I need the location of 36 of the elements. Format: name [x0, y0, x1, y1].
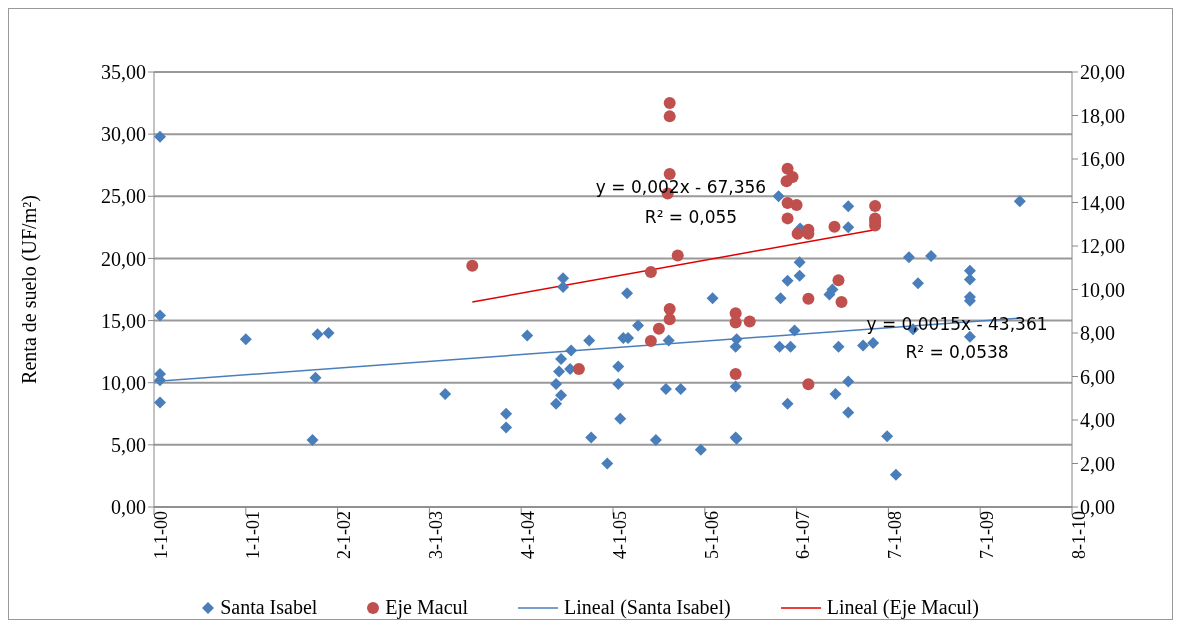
- x-tick-label: 5-1-06: [701, 511, 722, 559]
- y-tick-label: 0,00: [111, 496, 146, 519]
- annotation: R² = 0,0538: [905, 342, 1009, 362]
- annotation: R² = 0,055: [644, 207, 738, 227]
- legend-label: Eje Macul: [385, 596, 469, 619]
- y2-tick-label: 20,00: [1080, 61, 1125, 84]
- x-tick-label: 3-1-03: [426, 511, 447, 559]
- y-tick-label: 25,00: [101, 185, 146, 208]
- x-tick-label: 6-1-07: [793, 511, 814, 559]
- x-tick-label: 1-1-00: [150, 511, 171, 559]
- y-tick-label: 5,00: [111, 433, 146, 456]
- y2-tick-label: 8,00: [1080, 322, 1115, 345]
- y-tick-label: 30,00: [101, 123, 146, 146]
- y2-tick-label: 10,00: [1080, 278, 1125, 301]
- y-tick-label: 10,00: [101, 371, 146, 394]
- y2-tick-label: 2,00: [1080, 452, 1115, 475]
- annotation: y = 0,002x - 67,356: [595, 177, 767, 197]
- y2-tick-label: 4,00: [1080, 409, 1115, 432]
- y-tick-label: 15,00: [101, 309, 146, 332]
- y2-tick-label: 14,00: [1080, 191, 1125, 214]
- y-axis-title: Renta de suelo (UF/m²): [18, 195, 42, 384]
- y2-tick-label: 16,00: [1080, 148, 1125, 171]
- y-tick-label: 20,00: [101, 247, 146, 270]
- legend-label: Santa Isabel: [220, 596, 318, 619]
- legend-label: Lineal (Santa Isabel): [564, 596, 731, 619]
- legend-label: Lineal (Eje Macul): [826, 596, 979, 619]
- y2-tick-label: 18,00: [1080, 104, 1125, 127]
- x-tick-label: 1-1-01: [242, 511, 263, 559]
- y2-tick-label: 6,00: [1080, 365, 1115, 388]
- x-tick-label: 2-1-02: [334, 511, 355, 559]
- y2-tick-label: 12,00: [1080, 235, 1125, 258]
- x-tick-label: 4-1-05: [609, 511, 630, 559]
- x-tick-label: 4-1-04: [517, 511, 538, 559]
- y-tick-label: 35,00: [101, 61, 146, 84]
- x-tick-label: 7-1-09: [976, 511, 997, 559]
- x-tick-label: 7-1-08: [885, 511, 906, 559]
